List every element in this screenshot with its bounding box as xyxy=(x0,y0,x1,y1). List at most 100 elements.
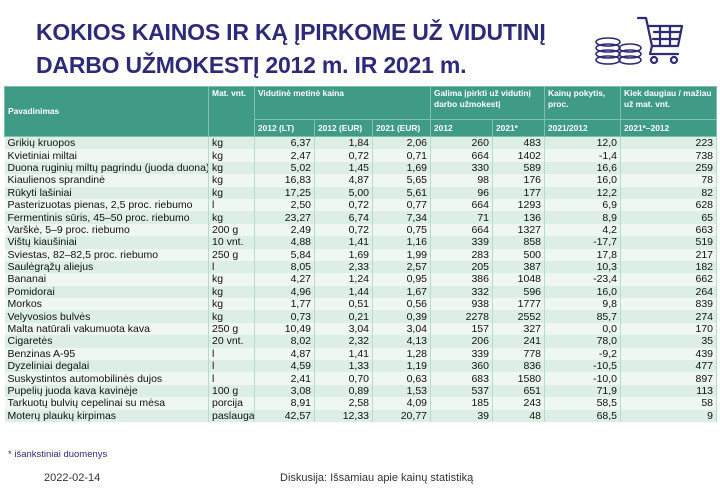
cell-name: Grikių kruopos xyxy=(4,136,209,150)
cell-price-2021-eur: 1,16 xyxy=(372,236,431,249)
cell-name: Bananai xyxy=(4,273,209,286)
cell-name: Cigaretės xyxy=(4,335,209,348)
cell-name: Pupelių juoda kava kavinėje xyxy=(4,384,209,398)
cell-diff: 264 xyxy=(620,285,718,299)
cell-price-2021-eur: 7,34 xyxy=(372,211,431,224)
cell-change: 4,2 xyxy=(544,223,622,237)
cell-price-2021-eur: 2,57 xyxy=(372,260,431,274)
cell-price-2021-eur: 1,99 xyxy=(372,248,431,261)
cell-change: 6,9 xyxy=(544,198,622,212)
cell-diff: 170 xyxy=(620,322,718,336)
cell-price-2012-eur: 0,72 xyxy=(314,223,373,237)
cell-price-2012-lt: 42,57 xyxy=(254,409,315,422)
cell-price-2012-eur: 5,00 xyxy=(314,186,373,199)
cell-price-2021-eur: 0,39 xyxy=(372,310,431,323)
cell-diff: 738 xyxy=(620,149,718,162)
cell-price-2012-lt: 4,27 xyxy=(254,273,315,286)
cell-price-2021-eur: 0,75 xyxy=(372,223,431,237)
cell-price-2012-eur: 12,33 xyxy=(314,409,373,422)
cell-price-2012-lt: 6,37 xyxy=(254,136,315,150)
cell-afford-2012: 157 xyxy=(430,322,493,336)
cell-price-2012-lt: 4,96 xyxy=(254,285,315,299)
cell-change: 8,9 xyxy=(544,211,622,224)
cell-change: 0,0 xyxy=(544,322,622,336)
cell-afford-2021: 387 xyxy=(492,260,546,274)
cell-afford-2012: 360 xyxy=(430,360,493,373)
cell-unit: 200 g xyxy=(208,223,255,237)
cell-change: 12,0 xyxy=(544,136,622,150)
cell-diff: 82 xyxy=(620,186,718,199)
cell-afford-2012: 185 xyxy=(430,397,493,410)
cell-unit: kg xyxy=(208,310,255,323)
cell-unit: kg xyxy=(208,285,255,299)
cell-afford-2012: 386 xyxy=(430,273,493,286)
cell-diff: 259 xyxy=(620,161,718,175)
cell-diff: 274 xyxy=(620,310,718,323)
cell-diff: 662 xyxy=(620,273,718,286)
cell-unit: l xyxy=(208,198,255,212)
cell-price-2012-eur: 1,84 xyxy=(314,136,373,150)
cell-price-2012-lt: 4,59 xyxy=(254,360,315,373)
table-row: Bananai kg 4,27 1,24 0,95 386 1048 -23,4 662 xyxy=(4,273,718,286)
cell-price-2012-lt: 2,50 xyxy=(254,198,315,212)
cell-change: 16,0 xyxy=(544,174,622,187)
cell-afford-2021: 483 xyxy=(492,136,546,150)
cell-afford-2021: 1048 xyxy=(492,273,546,286)
cell-name: Velyvosios bulvės xyxy=(4,310,209,323)
cell-price-2012-eur: 0,72 xyxy=(314,198,373,212)
cell-price-2012-lt: 8,91 xyxy=(254,397,315,410)
cell-afford-2021: 1402 xyxy=(492,149,546,162)
cell-name: Kiaulienos sprandinė xyxy=(4,174,209,187)
table-row: Morkos kg 1,77 0,51 0,56 938 1777 9,8 839 xyxy=(4,298,718,311)
cell-price-2012-eur: 1,45 xyxy=(314,161,373,175)
cell-diff: 477 xyxy=(620,360,718,373)
cell-afford-2021: 177 xyxy=(492,186,546,199)
cell-diff: 65 xyxy=(620,211,718,224)
footnote: * išankstiniai duomenys xyxy=(8,449,108,460)
cell-unit: kg xyxy=(208,298,255,311)
cell-afford-2012: 339 xyxy=(430,347,493,361)
cell-afford-2012: 664 xyxy=(430,198,493,212)
table-row: Dyzeliniai degalai l 4,59 1,33 1,19 360 836 -10… xyxy=(4,360,718,373)
cell-price-2012-eur: 2,58 xyxy=(314,397,373,410)
header-diff-group: Kiek daugiau / mažiau už mat. vnt. xyxy=(620,86,718,120)
cell-afford-2012: 664 xyxy=(430,149,493,162)
table-row: Kiaulienos sprandinė kg 16,83 4,87 5,65 98 176… xyxy=(4,174,718,187)
table-row: Velyvosios bulvės kg 0,73 0,21 0,39 2278 2552 8… xyxy=(4,310,718,323)
cell-price-2021-eur: 2,06 xyxy=(372,136,431,150)
cell-price-2012-eur: 3,04 xyxy=(314,322,373,336)
cell-change: 68,5 xyxy=(544,409,622,422)
cell-price-2012-lt: 2,47 xyxy=(254,149,315,162)
table-row: Saulėgrąžų aliejus l 8,05 2,33 2,57 205 387 10,… xyxy=(4,260,718,274)
title-line-2: DARBO UŽMOKESTĮ 2012 m. IR 2021 m. xyxy=(36,52,467,78)
cell-price-2021-eur: 4,09 xyxy=(372,397,431,410)
table-row: Grikių kruopos kg 6,37 1,84 2,06 260 483 12,0 22… xyxy=(4,136,718,150)
table-body: Grikių kruopos kg 6,37 1,84 2,06 260 483 12,0 22… xyxy=(4,136,718,422)
cell-diff: 217 xyxy=(620,248,718,261)
cell-change: 17,8 xyxy=(544,248,622,261)
table-row: Moterų plaukų kirpimas paslauga 42,57 12,33… xyxy=(4,409,718,422)
cell-name: Morkos xyxy=(4,298,209,311)
cell-price-2012-eur: 1,41 xyxy=(314,236,373,249)
cell-price-2012-lt: 23,27 xyxy=(254,211,315,224)
cell-afford-2021: 1293 xyxy=(492,198,546,212)
cell-afford-2012: 330 xyxy=(430,161,493,175)
cell-price-2012-eur: 0,21 xyxy=(314,310,373,323)
page-title: KOKIOS KAINOS IR KĄ ĮPIRKOME UŽ VIDUTINĮ… xyxy=(36,16,596,82)
cell-diff: 897 xyxy=(620,372,718,385)
header-price-2021-eur: 2021 (EUR) xyxy=(372,119,431,137)
cell-price-2012-eur: 1,69 xyxy=(314,248,373,261)
table-row: Suskystintos automobilinės dujos l 2,41 0,7… xyxy=(4,372,718,385)
header-change-group: Kainų pokytis, proc. xyxy=(544,86,622,120)
cell-price-2012-lt: 8,05 xyxy=(254,260,315,274)
footer-discussion-link[interactable]: Diskusija: Išsamiau apie kainų statistik… xyxy=(280,472,474,484)
cell-diff: 839 xyxy=(620,298,718,311)
title-line-1: KOKIOS KAINOS IR KĄ ĮPIRKOME UŽ VIDUTINĮ xyxy=(36,19,546,45)
cell-price-2012-lt: 4,88 xyxy=(254,236,315,249)
cell-afford-2021: 136 xyxy=(492,211,546,224)
cell-price-2012-lt: 1,77 xyxy=(254,298,315,311)
cell-unit: porcija xyxy=(208,397,255,410)
table-row: Malta natūrali vakumuota kava 250 g 10,49 3… xyxy=(4,322,718,336)
header-afford-2012: 2012 xyxy=(430,119,493,137)
cell-change: 16,0 xyxy=(544,285,622,299)
